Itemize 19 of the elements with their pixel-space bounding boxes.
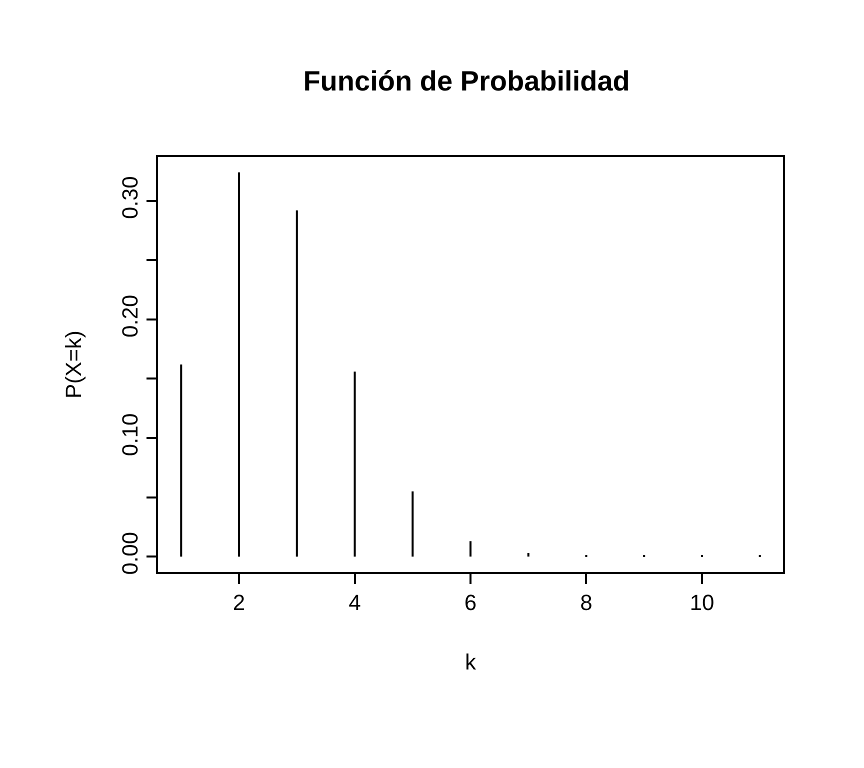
bar bbox=[238, 172, 240, 557]
bar bbox=[527, 553, 530, 557]
y-axis-title: P(X=k) bbox=[60, 330, 86, 398]
bar bbox=[296, 210, 298, 557]
bar bbox=[180, 364, 182, 557]
x-axis-title: k bbox=[465, 650, 477, 675]
y-tick-label: 0.10 bbox=[117, 413, 142, 456]
bar bbox=[469, 541, 472, 557]
chart-title: Función de Probabilidad bbox=[303, 65, 630, 96]
bar bbox=[412, 491, 414, 557]
x-tick-label: 6 bbox=[464, 590, 477, 616]
y-tick-label: 0.20 bbox=[117, 294, 142, 338]
x-tick-label: 8 bbox=[580, 590, 592, 616]
bar bbox=[354, 372, 356, 557]
y-tick-label: 0.00 bbox=[117, 532, 142, 575]
x-tick-label: 2 bbox=[232, 590, 246, 616]
x-tick-label: 4 bbox=[348, 590, 361, 616]
y-tick-label: 0.30 bbox=[117, 176, 142, 219]
x-tick-label: 10 bbox=[690, 590, 714, 616]
